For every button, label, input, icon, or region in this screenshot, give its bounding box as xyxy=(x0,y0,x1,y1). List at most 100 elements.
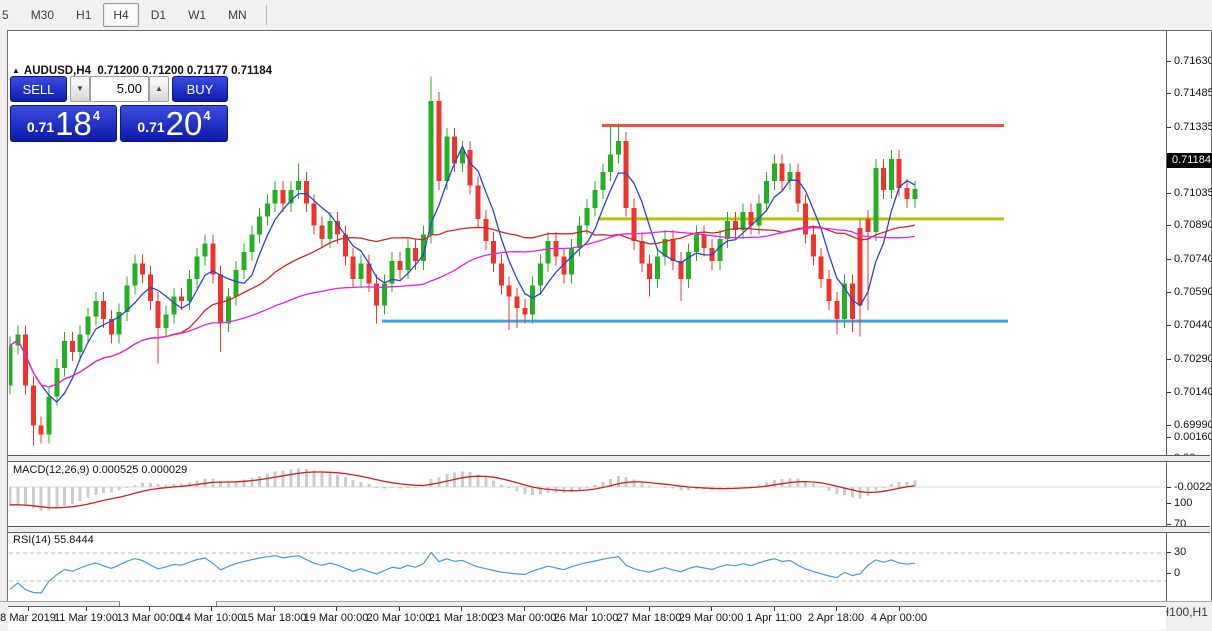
candle xyxy=(413,247,419,262)
candle xyxy=(584,207,590,226)
main-price-chart[interactable] xyxy=(9,60,1166,455)
candle xyxy=(327,221,333,239)
macd-histogram-bar xyxy=(593,484,597,487)
candle xyxy=(483,218,489,242)
macd-indicator-chart[interactable] xyxy=(9,461,1166,526)
macd-histogram-bar xyxy=(31,487,35,509)
macd-histogram-bar xyxy=(421,486,425,488)
macd-histogram-bar xyxy=(351,480,355,487)
candle xyxy=(46,396,52,435)
candle xyxy=(701,234,707,248)
candle xyxy=(498,263,504,286)
candle xyxy=(771,163,777,182)
volume-input[interactable]: 5.00 xyxy=(90,76,149,102)
timeframe-button-mn[interactable]: MN xyxy=(228,7,247,22)
volume-decrease-button[interactable]: ▼ xyxy=(70,76,90,102)
candle xyxy=(374,283,380,306)
macd-histogram-bar xyxy=(63,487,67,506)
price-axis-label: 0.71335 xyxy=(1174,120,1212,133)
candle xyxy=(912,189,918,199)
buy-button[interactable]: BUY xyxy=(172,76,228,102)
macd-histogram-bar xyxy=(16,487,20,505)
timeframe-button-h1[interactable]: H1 xyxy=(76,7,92,22)
timeframe-button-5[interactable]: 5 xyxy=(2,7,9,22)
price-axis-label: 0.70140 xyxy=(1174,386,1212,399)
candle xyxy=(545,241,551,264)
macd-histogram-bar xyxy=(741,486,745,488)
panel-splitter-rsi[interactable] xyxy=(8,526,1210,533)
candle xyxy=(452,136,458,164)
macd-histogram-bar xyxy=(749,485,753,487)
macd-histogram-bar xyxy=(398,487,402,489)
macd-histogram-bar xyxy=(632,479,636,487)
macd-histogram-bar xyxy=(601,481,605,487)
rsi-line xyxy=(9,551,915,594)
timeframe-toolbar: 5 M30 H1 H4 D1 W1 MN xyxy=(0,0,1212,30)
candle xyxy=(904,187,910,199)
candle xyxy=(194,256,200,279)
macd-histogram-bar xyxy=(437,477,441,487)
sell-price-main: 18 xyxy=(55,105,92,142)
sell-price-display[interactable]: 0.71 18 4 xyxy=(10,105,117,142)
time-axis-label: 13 Mar 00:00 xyxy=(116,612,182,624)
buy-price-display[interactable]: 0.71 20 4 xyxy=(120,105,228,142)
candle xyxy=(764,181,770,204)
candle xyxy=(569,247,575,275)
volume-increase-button[interactable]: ▲ xyxy=(149,76,169,102)
chart-ohlc-values: 0.71200 0.71200 0.71177 0.71184 xyxy=(97,65,273,77)
macd-histogram-bar xyxy=(219,480,223,487)
price-axis[interactable]: 0.71630 0.71485 0.71335 0.71035 0.70890 0.707… xyxy=(1166,31,1212,601)
macd-histogram-bar xyxy=(94,487,98,495)
macd-histogram-bar xyxy=(733,487,737,488)
time-axis-label: 29 Mar 00:00 xyxy=(678,612,744,624)
candle xyxy=(38,425,44,435)
rsi-indicator-chart[interactable] xyxy=(9,531,1166,606)
macd-histogram-bar xyxy=(117,487,121,491)
expand-triangle-icon[interactable]: ▲ xyxy=(12,66,20,75)
macd-histogram-bar xyxy=(889,483,893,487)
timeframe-button-m30[interactable]: M30 xyxy=(30,7,55,22)
candle xyxy=(132,263,138,286)
macd-histogram-bar xyxy=(531,487,535,496)
candle xyxy=(600,172,606,190)
candle xyxy=(62,341,68,368)
rsi-axis-label: 30 xyxy=(1174,546,1187,558)
candle xyxy=(23,334,29,386)
panel-splitter-macd[interactable] xyxy=(8,455,1210,462)
macd-histogram-bar xyxy=(609,478,613,487)
candle xyxy=(436,101,442,182)
candle xyxy=(428,101,434,235)
candle xyxy=(93,301,99,317)
macd-histogram-bar xyxy=(811,483,815,487)
sell-button[interactable]: SELL xyxy=(10,76,67,102)
macd-histogram-bar xyxy=(538,487,542,495)
timeframe-button-d1[interactable]: D1 xyxy=(150,7,167,22)
candle xyxy=(163,314,169,328)
timeframe-button-w1[interactable]: W1 xyxy=(188,7,207,22)
macd-histogram-bar xyxy=(897,482,901,487)
candle xyxy=(576,225,582,248)
candle xyxy=(186,278,192,302)
macd-histogram-bar xyxy=(70,487,74,504)
candle xyxy=(608,154,614,173)
price-axis-label: 0.70440 xyxy=(1174,319,1212,332)
time-axis-label: 15 Mar 18:00 xyxy=(241,612,307,624)
macd-axis-label: -0.002235 xyxy=(1174,481,1212,494)
timeframe-button-h4[interactable]: H4 xyxy=(103,2,139,27)
time-axis[interactable]: 8 Mar 2019 11 Mar 19:00 13 Mar 00:00 14 Mar… xyxy=(0,606,1166,630)
candle xyxy=(335,221,341,235)
candle xyxy=(350,256,356,279)
candle xyxy=(467,150,473,186)
candle xyxy=(249,234,255,253)
candle xyxy=(389,261,395,284)
macd-histogram-bar xyxy=(640,482,644,487)
candle xyxy=(171,296,177,315)
chart-symbol: AUDUSD,H4 xyxy=(23,65,92,77)
candle xyxy=(342,234,348,257)
candle xyxy=(717,238,723,262)
price-axis-label: 0.71035 xyxy=(1174,187,1212,200)
macd-histogram-bar xyxy=(577,487,581,490)
candle xyxy=(225,296,231,324)
candle xyxy=(530,285,536,315)
time-axis-label: 8 Mar 2019 xyxy=(0,612,56,624)
